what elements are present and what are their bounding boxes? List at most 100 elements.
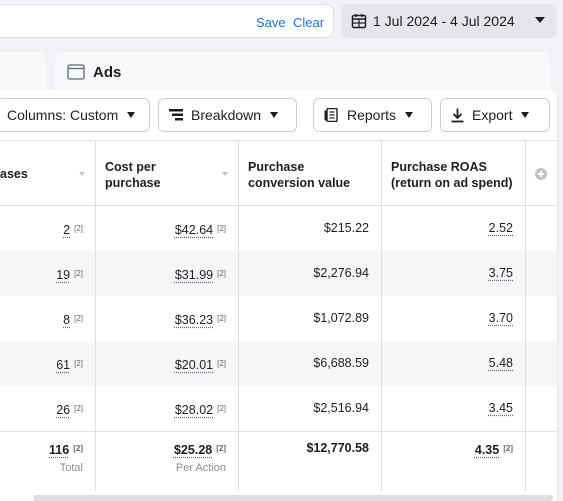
report-panel: Columns: Custom Breakdown Reports Export — [0, 90, 557, 501]
cell-value[interactable]: 5.48 — [488, 356, 513, 370]
cell-value[interactable]: 2 — [63, 223, 71, 237]
cell-value[interactable]: 26 — [56, 403, 71, 417]
footnote-marker: [2] — [73, 444, 83, 453]
sort-icon — [79, 172, 85, 176]
horizontal-scrollbar[interactable] — [33, 495, 553, 501]
footnote-marker: [2] — [217, 359, 226, 368]
column-header-cost-per-purchase[interactable]: Cost per purchase — [96, 141, 238, 205]
date-range-picker[interactable]: 1 Jul 2024 - 4 Jul 2024 — [341, 4, 557, 38]
column-divider — [95, 140, 96, 491]
cell-cost-per-purchase: $31.99 [2] — [96, 251, 238, 296]
filter-search-box[interactable]: Save Clear — [0, 4, 334, 38]
chevron-down-icon — [270, 112, 279, 118]
footnote-marker: [2] — [217, 224, 226, 233]
chevron-down-icon — [127, 112, 136, 118]
cell-purchases: 61 [2] — [0, 341, 95, 386]
cell-value[interactable]: 3.45 — [488, 401, 513, 415]
cell-value: $2,276.94 — [313, 266, 369, 280]
column-header-conversion-value[interactable]: Purchase conversion value — [239, 141, 381, 205]
footnote-marker: [2] — [74, 314, 83, 323]
total-purchases-value: 116 — [49, 443, 70, 457]
cell-value: $215.22 — [323, 221, 369, 235]
table-row[interactable]: 19 [2] $31.99 [2] $2,276.94 3.75 — [0, 251, 557, 296]
breakdown-icon — [169, 109, 183, 121]
cell-value[interactable]: $20.01 — [174, 358, 214, 372]
footnote-marker: [2] — [217, 404, 226, 413]
chevron-down-icon — [521, 112, 530, 118]
cell-cost-per-purchase: $28.02 [2] — [96, 386, 238, 431]
sort-icon — [222, 172, 228, 176]
top-bar: Save Clear 1 Jul 2024 - 4 Jul 2024 — [0, 0, 563, 46]
cell-value[interactable]: $31.99 — [174, 268, 214, 282]
breakdown-label: Breakdown — [191, 107, 262, 123]
cell-conversion-value: $6,688.59 — [239, 341, 381, 386]
column-header-roas[interactable]: Purchase ROAS (return on ad spend) — [382, 141, 525, 205]
tab-ads-label: Ads — [93, 63, 122, 81]
total-purchases: 116 [2] Total — [0, 432, 95, 492]
cell-roas: 3.75 — [382, 251, 525, 296]
cell-value: $1,072.89 — [313, 311, 369, 325]
cell-purchases: 26 [2] — [0, 386, 95, 431]
total-roas-value: 4.35 — [474, 443, 500, 457]
date-range-label: 1 Jul 2024 - 4 Jul 2024 — [373, 13, 515, 29]
clear-button[interactable]: Clear — [293, 15, 325, 30]
footnote-marker: [2] — [503, 444, 513, 453]
chevron-down-icon — [405, 112, 414, 118]
totals-row: 116 [2] Total $25.28 [2] Per Action $12,77… — [0, 431, 557, 492]
chevron-down-icon — [535, 17, 545, 23]
cell-roas: 5.48 — [382, 341, 525, 386]
total-roas: 4.35 [2] — [382, 432, 525, 492]
footnote-marker: [2] — [74, 269, 83, 278]
total-purchases-caption: Total — [59, 462, 83, 474]
column-header-purchases[interactable]: ases — [0, 141, 95, 205]
cell-value[interactable]: 3.70 — [488, 311, 513, 325]
save-button[interactable]: Save — [256, 15, 286, 30]
column-divider — [238, 140, 239, 491]
download-icon — [451, 108, 464, 122]
cell-roas: 3.70 — [382, 296, 525, 341]
export-button[interactable]: Export — [440, 98, 550, 132]
export-label: Export — [472, 107, 513, 123]
cell-conversion-value: $2,276.94 — [239, 251, 381, 296]
cell-value[interactable]: 3.75 — [488, 266, 513, 280]
tab-previous[interactable] — [0, 52, 46, 92]
column-divider — [381, 140, 382, 491]
cell-purchases: 8 [2] — [0, 296, 95, 341]
table-row[interactable]: 2 [2] $42.64 [2] $215.22 2.52 — [0, 206, 557, 251]
cell-conversion-value: $1,072.89 — [239, 296, 381, 341]
footnote-marker: [2] — [217, 314, 226, 323]
total-cost-caption: Per Action — [175, 462, 226, 474]
footnote-marker: [2] — [74, 359, 83, 368]
reports-icon — [324, 108, 338, 122]
cell-value[interactable]: 61 — [56, 358, 71, 372]
total-conversion-value: $12,770.58 — [239, 432, 381, 492]
breakdown-button[interactable]: Breakdown — [158, 98, 297, 132]
column-header-label: Purchase conversion value — [248, 160, 351, 190]
table-row[interactable]: 26 [2] $28.02 [2] $2,516.94 3.45 — [0, 386, 557, 431]
reports-label: Reports — [347, 107, 397, 123]
cell-value[interactable]: 19 — [56, 268, 71, 282]
cell-cost-per-purchase: $36.23 [2] — [96, 296, 238, 341]
cell-value: $2,516.94 — [313, 401, 369, 415]
cell-value[interactable]: $28.02 — [174, 403, 214, 417]
columns-button[interactable]: Columns: Custom — [0, 98, 150, 132]
window-icon — [67, 64, 85, 80]
add-column-icon[interactable] — [535, 168, 547, 180]
table-row[interactable]: 61 [2] $20.01 [2] $6,688.59 5.48 — [0, 341, 557, 386]
footnote-marker: [2] — [217, 269, 226, 278]
tab-ads[interactable]: Ads — [55, 52, 550, 92]
cell-conversion-value: $215.22 — [239, 206, 381, 251]
table-row[interactable]: 8 [2] $36.23 [2] $1,072.89 3.70 — [0, 296, 557, 341]
cell-value[interactable]: 8 — [63, 313, 71, 327]
cell-value[interactable]: 2.52 — [488, 221, 513, 235]
cell-value[interactable]: $36.23 — [174, 313, 214, 327]
footnote-marker: [2] — [216, 444, 226, 453]
cell-value: $6,688.59 — [313, 356, 369, 370]
total-cost-value: $25.28 — [173, 443, 213, 457]
footnote-marker: [2] — [74, 404, 83, 413]
cell-purchases: 19 [2] — [0, 251, 95, 296]
cell-roas: 3.45 — [382, 386, 525, 431]
cell-purchases: 2 [2] — [0, 206, 95, 251]
reports-button[interactable]: Reports — [313, 98, 432, 132]
cell-value[interactable]: $42.64 — [174, 223, 214, 237]
